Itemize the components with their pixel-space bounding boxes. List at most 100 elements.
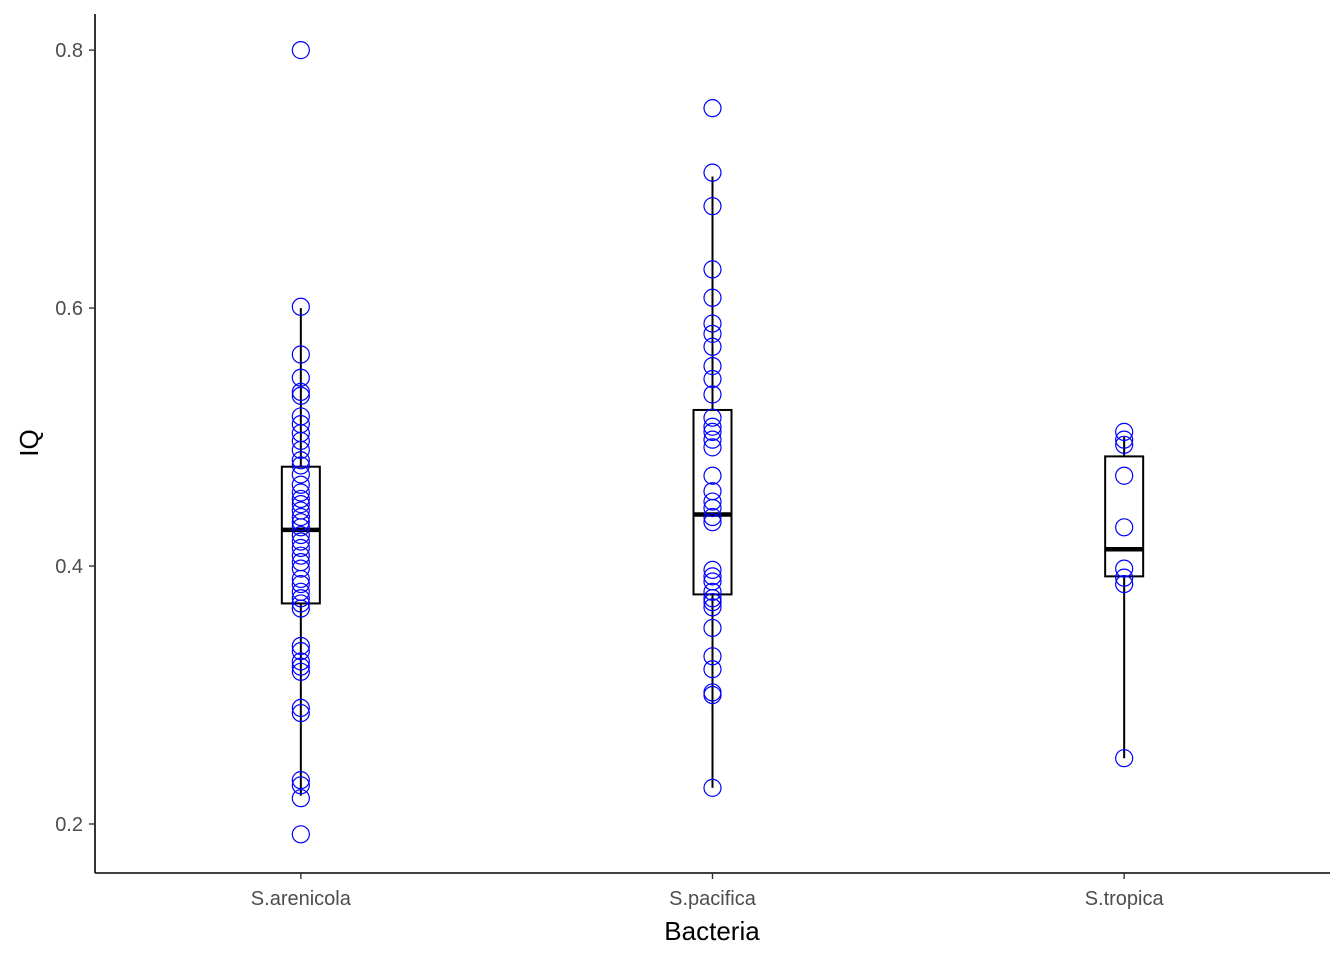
y-tick-label: 0.2 [55,814,83,836]
data-point [703,507,722,527]
jitter-points-layer [291,41,1134,844]
data-point [291,825,310,844]
data-point [291,451,310,470]
data-point [291,475,310,494]
data-point [291,440,310,460]
data-point [703,369,722,389]
data-point [703,430,722,449]
data-point [291,636,310,656]
y-axis-title: IQ [14,429,44,456]
data-point [703,466,722,485]
data-point [1115,422,1134,441]
data-point [1115,430,1134,449]
data-point [703,385,722,404]
box-s-pacifica [692,176,733,788]
data-point [291,546,310,565]
data-point [1115,568,1134,587]
data-point [291,594,310,613]
data-point [703,589,722,608]
data-point [703,660,722,679]
data-point [291,657,310,676]
data-point [291,345,310,364]
data-point [291,41,310,60]
data-point [291,532,310,551]
data-point [291,789,310,808]
data-point [703,593,722,612]
data-point [291,703,310,723]
data-point [291,652,310,671]
data-point [291,574,310,594]
data-point [291,662,310,681]
data-point [291,483,310,502]
data-point [703,324,722,343]
data-point [703,513,722,532]
data-point [291,589,310,608]
data-point [703,314,722,333]
x-ticks: S.arenicola S.pacifica S.tropica [251,873,1165,910]
data-point [703,260,722,279]
data-point [291,382,310,402]
y-tick-label: 0.4 [55,556,83,578]
x-tick-label: S.arenicola [251,888,352,910]
boxplot-layer [280,176,1145,796]
data-point [1115,518,1134,537]
data-point [291,776,310,795]
data-point [703,560,722,579]
y-tick-label: 0.6 [55,298,83,320]
data-point [291,489,310,509]
data-point [291,518,310,537]
data-point [291,559,310,578]
data-point [1115,559,1134,578]
data-point [703,417,722,436]
data-point [703,647,722,666]
data-point [1115,574,1134,594]
data-point [703,163,722,182]
data-point [291,771,310,790]
data-point [291,297,310,316]
data-point [291,495,310,514]
data-point [703,197,722,216]
data-point [291,642,310,661]
data-point [703,598,722,617]
data-point [291,456,310,475]
box-s-tropica [1104,437,1145,759]
data-point [703,408,722,427]
x-tick-label: S.tropica [1085,888,1165,910]
data-point [703,567,722,586]
data-point [703,357,722,376]
data-point [703,582,722,601]
y-ticks: 0.2 0.4 0.6 0.8 [55,40,95,836]
data-point [703,288,722,307]
iqr-box [692,408,733,596]
x-axis-title: Bacteria [664,916,760,946]
data-point [291,599,310,618]
iqr-box [280,465,321,605]
data-point [703,778,722,797]
data-point [703,498,722,518]
iqr-box [1104,455,1145,578]
data-point [1115,749,1134,768]
data-point [291,569,310,589]
data-point [1115,466,1134,485]
data-point [703,492,722,511]
data-point [703,337,722,356]
data-point [703,618,722,638]
data-point [291,465,310,484]
data-point [703,438,722,457]
data-point [291,538,310,558]
data-point [291,431,310,451]
y-tick-label: 0.8 [55,40,83,62]
x-tick-label: S.pacifica [669,888,757,910]
data-point [291,698,310,718]
data-point [291,525,310,545]
data-point [291,513,310,532]
data-point [291,386,310,405]
data-point [703,685,722,705]
data-point [291,507,310,527]
data-point [291,368,310,387]
data-point [703,99,722,118]
data-point [703,422,722,441]
box-s-arenicola [280,308,321,796]
data-point [1115,435,1134,454]
